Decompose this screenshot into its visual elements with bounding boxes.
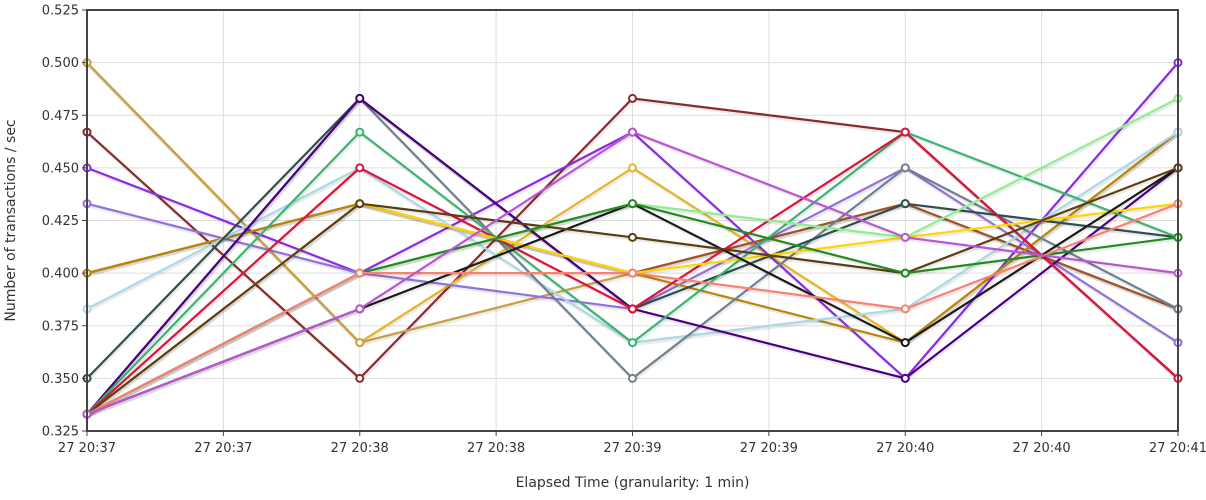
data-point[interactable] — [355, 373, 365, 383]
y-tick-label: 0.325 — [42, 425, 79, 440]
data-point[interactable] — [355, 268, 365, 278]
data-point[interactable] — [900, 127, 910, 137]
y-tick-label: 0.475 — [42, 109, 79, 124]
data-point[interactable] — [355, 93, 365, 103]
data-point[interactable] — [355, 163, 365, 173]
x-tick-label: 27 20:38 — [467, 441, 525, 456]
x-tick-label: 27 20:40 — [1013, 441, 1071, 456]
data-point[interactable] — [628, 232, 637, 242]
y-tick-label: 0.425 — [42, 214, 79, 229]
y-tick-label: 0.350 — [42, 372, 79, 387]
y-tick-label: 0.400 — [42, 267, 79, 282]
x-tick-label: 27 20:40 — [876, 441, 934, 456]
x-tick-label: 27 20:39 — [603, 441, 661, 456]
data-point[interactable] — [628, 304, 637, 314]
y-tick-label: 0.375 — [42, 319, 79, 334]
x-axis-ticks: 27 20:37 27 20:37 27 20:38 27 20:38 27 20:39… — [58, 431, 1206, 456]
data-point[interactable] — [355, 338, 365, 348]
data-point[interactable] — [628, 199, 637, 209]
y-axis-ticks: 0.325 0.350 0.375 0.400 0.425 0.450 0.475 0.500… — [42, 4, 87, 440]
data-point[interactable] — [628, 373, 637, 383]
data-point[interactable] — [900, 232, 910, 242]
data-point[interactable] — [355, 127, 365, 137]
data-point[interactable] — [900, 268, 910, 278]
y-axis-title: Number of transactions / sec — [3, 119, 19, 321]
x-axis-title: Elapsed Time (granularity: 1 min) — [516, 475, 750, 491]
data-point[interactable] — [900, 163, 910, 173]
y-tick-label: 0.450 — [42, 161, 79, 176]
data-point[interactable] — [900, 304, 910, 314]
data-point[interactable] — [628, 127, 637, 137]
data-point[interactable] — [900, 373, 910, 383]
data-point[interactable] — [900, 338, 910, 348]
data-point[interactable] — [628, 93, 637, 103]
x-tick-label: 27 20:37 — [194, 441, 252, 456]
series-group — [82, 58, 1183, 419]
x-tick-label: 27 20:38 — [331, 441, 389, 456]
series-19 — [82, 199, 1183, 419]
y-tick-label: 0.525 — [42, 4, 79, 19]
data-point[interactable] — [628, 163, 637, 173]
y-tick-label: 0.500 — [42, 56, 79, 71]
series-17 — [82, 163, 1183, 419]
data-point[interactable] — [355, 304, 365, 314]
data-point[interactable] — [355, 199, 365, 209]
data-point[interactable] — [900, 199, 910, 209]
data-point[interactable] — [628, 268, 637, 278]
data-point[interactable] — [628, 338, 637, 348]
x-tick-label: 27 20:39 — [740, 441, 798, 456]
x-tick-label: 27 20:41 — [1149, 441, 1206, 456]
x-tick-label: 27 20:37 — [58, 441, 116, 456]
